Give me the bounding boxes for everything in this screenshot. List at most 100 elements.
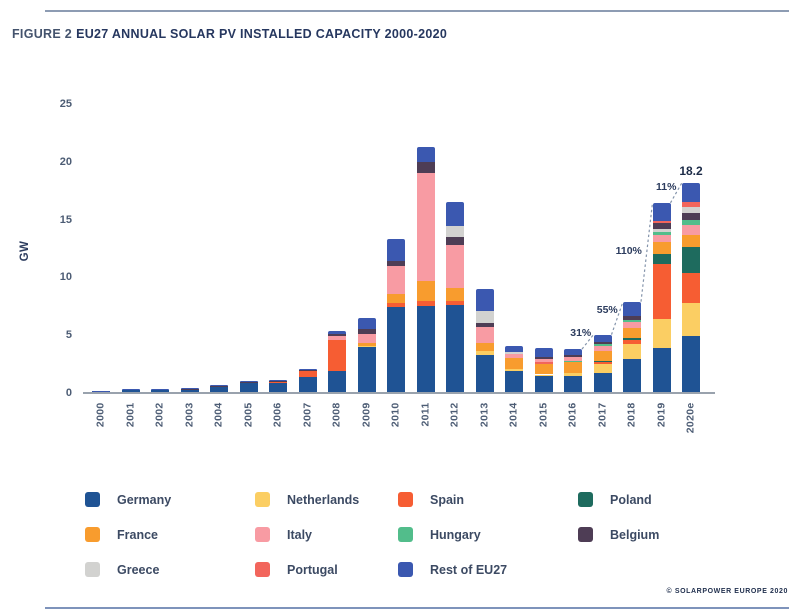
legend-item-rest_of_eu27: Rest of EU27 xyxy=(398,562,507,577)
bar-segment-rest_of_eu27 xyxy=(475,288,494,311)
bar-segment-belgium xyxy=(210,385,228,387)
bar-segment-spain xyxy=(269,381,287,384)
bar-segment-belgium xyxy=(623,316,641,321)
legend-swatch-italy xyxy=(255,527,270,542)
bar-segment-poland xyxy=(593,360,612,362)
legend-label: Netherlands xyxy=(287,492,360,507)
bar-segment-belgium xyxy=(357,328,376,335)
bar-segment-italy xyxy=(387,265,405,294)
bar-segment-spain xyxy=(652,263,671,319)
bar-segment-netherlands xyxy=(682,302,700,337)
legend-label: Spain xyxy=(430,492,465,507)
bar-segment-netherlands xyxy=(357,345,376,347)
growth-percent-label: 11% xyxy=(656,180,677,193)
bar-segment-portugal xyxy=(682,201,700,207)
copyright-credit: © SOLARPOWER EUROPE 2020 xyxy=(666,588,788,595)
bar-segment-belgium xyxy=(387,261,405,266)
bar-segment-germany xyxy=(239,382,258,393)
growth-percent-label: 55% xyxy=(596,304,618,317)
legend-swatch-germany xyxy=(85,492,100,507)
bar-segment-belgium xyxy=(269,381,287,383)
bar-segment-italy xyxy=(593,346,612,351)
bar-segment-rest_of_eu27 xyxy=(121,389,140,391)
y-tick-label: 10 xyxy=(59,271,72,284)
bar-segment-netherlands xyxy=(564,373,582,376)
growth-percent-label: 31% xyxy=(570,326,592,339)
bar-segment-belgium xyxy=(298,370,317,372)
bar-segment-france xyxy=(357,342,376,346)
bar-segment-portugal xyxy=(534,362,553,364)
bar-segment-rest_of_eu27 xyxy=(623,301,641,317)
bar-segment-rest_of_eu27 xyxy=(92,390,110,392)
legend-item-italy: Italy xyxy=(255,527,312,542)
legend-label: Hungary xyxy=(430,527,481,542)
bar-segment-rest_of_eu27 xyxy=(239,380,258,382)
bar-segment-rest_of_eu27 xyxy=(180,388,199,390)
bar-segment-netherlands xyxy=(652,319,671,348)
bar-segment-spain xyxy=(446,301,464,306)
legend-swatch-belgium xyxy=(578,527,593,542)
bar-segment-rest_of_eu27 xyxy=(505,345,523,352)
bar-segment-germany xyxy=(682,336,700,393)
bar-segment-netherlands xyxy=(593,363,612,373)
bar-segment-rest_of_eu27 xyxy=(593,334,612,342)
legend-item-spain: Spain xyxy=(398,492,464,507)
legend-label: Italy xyxy=(287,527,313,542)
legend-swatch-rest_of_eu27 xyxy=(398,562,413,577)
bar-segment-spain xyxy=(328,339,346,372)
bar-segment-italy xyxy=(446,245,464,288)
bar-segment-spain xyxy=(416,301,435,307)
bar-segment-spain xyxy=(387,302,405,308)
bar-segment-france xyxy=(446,287,464,302)
bar-segment-france xyxy=(505,358,523,370)
final-total-label: 18.2 xyxy=(679,163,703,178)
bar-segment-france xyxy=(682,234,700,248)
bar-segment-france xyxy=(623,327,641,339)
bar-segment-spain xyxy=(623,340,641,344)
legend-label: Germany xyxy=(117,492,172,507)
bar-segment-rest_of_eu27 xyxy=(328,330,346,335)
bar-segment-germany xyxy=(121,390,140,393)
bar-segment-germany xyxy=(475,354,494,393)
bar-segment-rest_of_eu27 xyxy=(446,202,464,226)
legend-swatch-spain xyxy=(398,492,413,507)
legend-label: Portugal xyxy=(287,562,338,577)
bar-segment-greece xyxy=(505,351,523,354)
bar-segment-germany xyxy=(446,305,464,393)
bar-segment-rest_of_eu27 xyxy=(564,349,582,356)
legend-label: France xyxy=(117,527,158,542)
bar-segment-hungary xyxy=(682,220,700,226)
legend-item-hungary: Hungary xyxy=(398,527,481,542)
y-tick-label: 20 xyxy=(59,155,72,168)
bar-segment-belgium xyxy=(416,162,435,174)
bar-segment-germany xyxy=(416,306,435,393)
legend-label: Rest of EU27 xyxy=(430,562,508,577)
bar-segment-hungary xyxy=(652,231,671,236)
legend-item-poland: Poland xyxy=(578,492,652,507)
legend-item-portugal: Portugal xyxy=(255,562,338,577)
bar-segment-france xyxy=(534,363,553,375)
bar-segment-greece xyxy=(475,310,494,324)
legend-swatch-hungary xyxy=(398,527,413,542)
bar-segment-belgium xyxy=(446,236,464,246)
bar-segment-netherlands xyxy=(623,343,641,359)
bar-segment-belgium xyxy=(475,323,494,327)
x-axis-line xyxy=(83,392,715,394)
bar-segment-rest_of_eu27 xyxy=(682,182,700,202)
bar-segment-belgium xyxy=(328,334,346,336)
bar-segment-greece xyxy=(682,206,700,214)
bar-segment-rest_of_eu27 xyxy=(357,317,376,329)
figure-number-label: FIGURE 2 xyxy=(12,27,73,41)
bar-segment-france xyxy=(593,350,612,361)
bar-segment-germany xyxy=(623,358,641,393)
bar-segment-belgium xyxy=(682,213,700,221)
bar-segment-france xyxy=(387,293,405,303)
bar-segment-hungary xyxy=(593,344,612,347)
figure-title-text: EU27 ANNUAL SOLAR PV INSTALLED CAPACITY … xyxy=(76,27,448,41)
bar-segment-france xyxy=(564,362,582,374)
bar-segment-germany xyxy=(328,371,346,393)
bar-segment-spain xyxy=(298,371,317,378)
bar-segment-hungary xyxy=(564,361,582,363)
